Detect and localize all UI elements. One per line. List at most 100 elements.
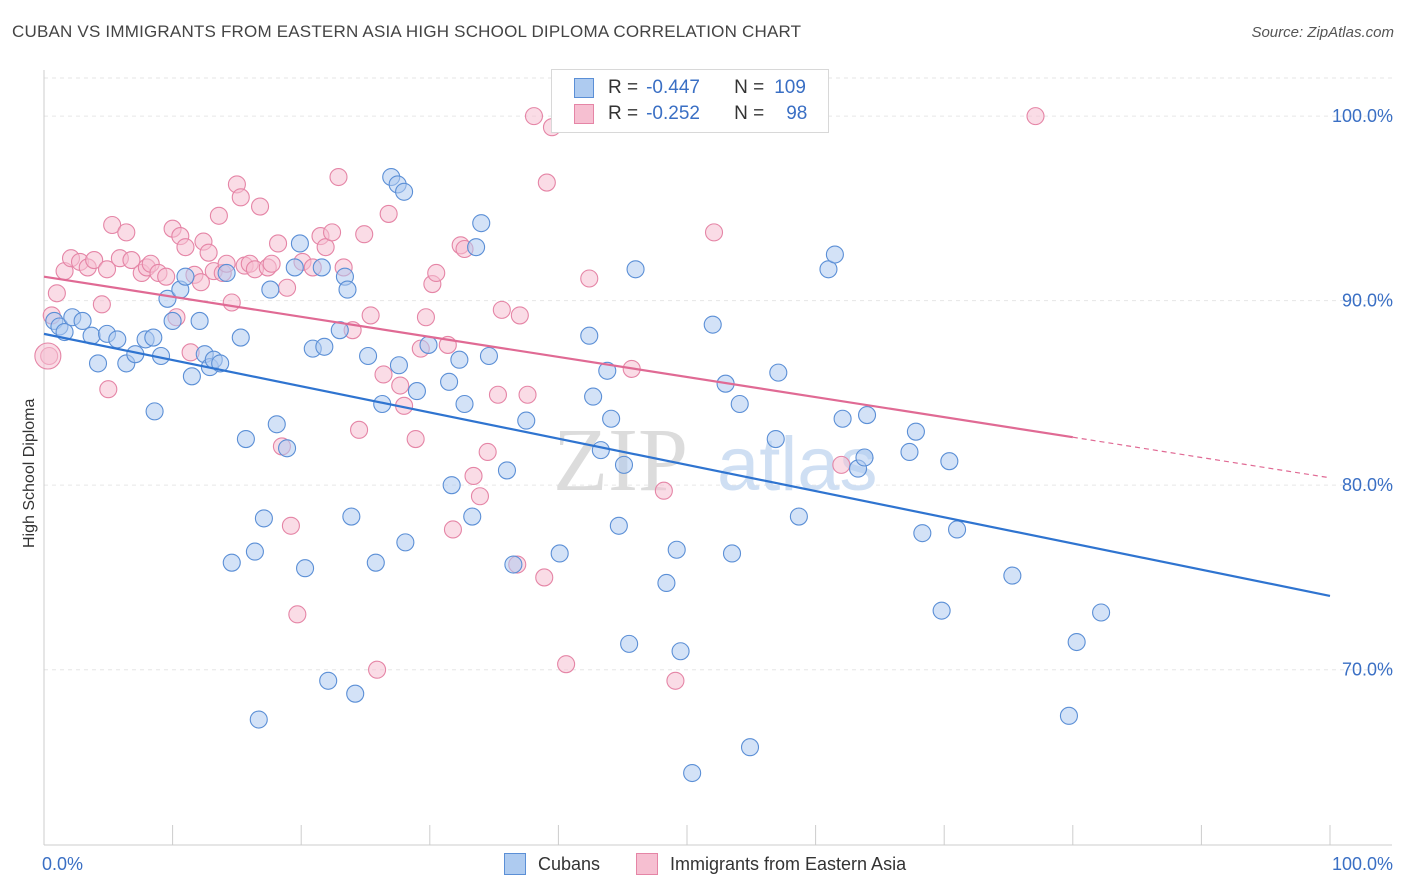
cubans-point bbox=[1067, 632, 1086, 652]
cubans-point bbox=[396, 533, 415, 552]
cubans-point bbox=[108, 330, 127, 349]
immigrants-point bbox=[488, 385, 508, 404]
cubans-point bbox=[948, 520, 967, 539]
legend-r-label: R = bbox=[608, 77, 639, 98]
cubans-point bbox=[833, 409, 852, 428]
immigrants-point bbox=[832, 455, 851, 474]
immigrants-trend-line bbox=[43, 275, 1073, 439]
cubans-point bbox=[366, 553, 385, 572]
cubans-points bbox=[45, 167, 1111, 783]
bottom-legend-swatch-blue bbox=[504, 853, 526, 875]
cubans-point bbox=[267, 415, 286, 434]
cubans-point bbox=[245, 542, 264, 561]
cubans-point bbox=[598, 361, 617, 380]
cubans-point bbox=[657, 573, 676, 593]
source-credit: Source: ZipAtlas.com bbox=[1251, 24, 1394, 41]
cubans-point bbox=[580, 326, 599, 345]
cubans-point bbox=[211, 354, 230, 373]
cubans-point bbox=[338, 280, 357, 299]
y-tick-label: 90.0% bbox=[1342, 291, 1393, 311]
cubans-point bbox=[913, 524, 932, 543]
cubans-point bbox=[254, 509, 273, 528]
cubans-point bbox=[217, 263, 236, 283]
cubans-point bbox=[296, 559, 315, 578]
cubans-point bbox=[620, 634, 639, 653]
immigrants-point bbox=[176, 238, 195, 257]
cubans-point bbox=[479, 346, 499, 366]
immigrants-point bbox=[416, 308, 435, 327]
cubans-point bbox=[73, 311, 92, 331]
cubans-point bbox=[346, 684, 365, 703]
y-tick-labels: 70.0% 80.0% 90.0% 100.0% bbox=[1332, 106, 1393, 680]
immigrants-point bbox=[374, 365, 393, 384]
x-tick-label: 0.0% bbox=[42, 854, 83, 874]
legend-n-label: N = bbox=[734, 77, 765, 98]
chart-title: CUBAN VS IMMIGRANTS FROM EASTERN ASIA HI… bbox=[12, 22, 802, 41]
cubans-point bbox=[730, 394, 749, 414]
legend-row-cubans: R = -0.447 N = 109 bbox=[574, 75, 806, 101]
cubans-point bbox=[144, 328, 163, 347]
cubans-point bbox=[857, 406, 877, 425]
immigrants-point bbox=[350, 420, 369, 439]
x-tick-label: 100.0% bbox=[1332, 854, 1393, 874]
cubans-point bbox=[442, 476, 461, 495]
cubans-point bbox=[1059, 706, 1078, 725]
watermark: ZIP atlas bbox=[553, 411, 878, 510]
immigrants-point bbox=[535, 568, 554, 587]
cubans-point bbox=[222, 553, 241, 572]
immigrants-point bbox=[269, 234, 288, 253]
cubans-point bbox=[740, 738, 760, 757]
immigrants-point bbox=[103, 215, 122, 235]
cubans-point bbox=[766, 429, 785, 449]
cubans-point bbox=[900, 442, 919, 462]
cubans-point bbox=[182, 367, 201, 386]
legend-n-value: 109 bbox=[774, 77, 806, 98]
immigrants-point bbox=[199, 243, 218, 262]
immigrants-point bbox=[464, 466, 483, 486]
immigrants-point bbox=[537, 173, 556, 192]
cubans-point bbox=[290, 234, 309, 253]
legend-n-value: 98 bbox=[786, 103, 808, 124]
y-tick-label: 100.0% bbox=[1332, 106, 1393, 126]
cubans-point bbox=[1092, 603, 1111, 622]
immigrants-point bbox=[92, 295, 111, 314]
immigrants-trend-extension bbox=[1072, 436, 1331, 479]
cubans-point bbox=[591, 441, 610, 460]
immigrants-point bbox=[654, 481, 673, 500]
cubans-point bbox=[667, 540, 686, 559]
immigrants-point bbox=[443, 520, 462, 539]
cubans-point bbox=[825, 245, 844, 264]
immigrants-point bbox=[557, 655, 576, 674]
cubans-point bbox=[312, 258, 331, 277]
cubans-point bbox=[319, 671, 338, 690]
bottom-legend-cubans: Cubans bbox=[504, 852, 600, 876]
immigrants-point bbox=[209, 206, 228, 225]
immigrants-point bbox=[47, 284, 66, 303]
cubans-point bbox=[932, 601, 951, 620]
cubans-point bbox=[190, 311, 209, 331]
cubans-point bbox=[504, 555, 523, 574]
cubans-point bbox=[614, 455, 634, 474]
legend-r-label: R = bbox=[608, 103, 639, 124]
cubans-point bbox=[249, 710, 268, 729]
cubans-point bbox=[359, 346, 378, 366]
bottom-legend-immigrants: Immigrants from Eastern Asia bbox=[636, 852, 906, 876]
cubans-point bbox=[463, 507, 482, 526]
immigrants-point bbox=[427, 263, 446, 283]
immigrants-point bbox=[361, 306, 380, 325]
cubans-point bbox=[236, 429, 255, 449]
axes bbox=[43, 70, 1392, 846]
immigrants-point bbox=[278, 278, 297, 297]
cubans-trend-line bbox=[43, 332, 1331, 597]
bottom-legend-swatch-pink bbox=[636, 853, 658, 875]
immigrants-point bbox=[288, 605, 307, 624]
immigrants-point bbox=[231, 188, 250, 207]
cubans-point bbox=[722, 544, 742, 563]
y-tick-label: 70.0% bbox=[1342, 660, 1393, 680]
cubans-point bbox=[602, 409, 621, 428]
cubans-point bbox=[395, 182, 414, 201]
cubans-point bbox=[440, 372, 459, 391]
cubans-point bbox=[789, 507, 808, 526]
trend-lines bbox=[43, 275, 1331, 597]
